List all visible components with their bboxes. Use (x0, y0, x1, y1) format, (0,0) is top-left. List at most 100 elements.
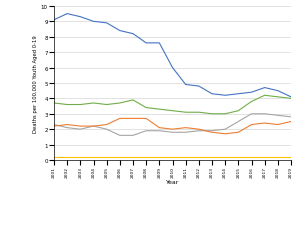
All firearm (52, 102, 56, 105)
MVC (158, 42, 161, 45)
Unintentional (250, 156, 253, 159)
MVC (224, 95, 227, 97)
MVC (171, 67, 174, 70)
Unintentional (144, 156, 148, 159)
Unintentional (263, 156, 266, 159)
MVC (92, 21, 95, 24)
Suicide (92, 125, 95, 128)
Homicide (92, 125, 95, 128)
Line: MVC: MVC (54, 14, 291, 97)
Homicide (171, 128, 174, 131)
Suicide (65, 127, 69, 129)
All firearm (210, 113, 214, 116)
Suicide (224, 128, 227, 131)
Line: Suicide: Suicide (54, 114, 291, 136)
Suicide (105, 128, 109, 131)
All firearm (118, 102, 122, 105)
Unintentional (118, 156, 122, 159)
Unintentional (79, 156, 82, 159)
MVC (52, 19, 56, 22)
Suicide (289, 116, 293, 119)
Homicide (236, 131, 240, 134)
Homicide (210, 131, 214, 134)
All firearm (131, 99, 135, 102)
Suicide (197, 130, 201, 133)
All firearm (184, 111, 188, 114)
MVC (210, 93, 214, 96)
MVC (289, 96, 293, 99)
Unintentional (276, 156, 280, 159)
MVC (105, 22, 109, 25)
Homicide (197, 128, 201, 131)
Unintentional (131, 156, 135, 159)
MVC (263, 87, 266, 90)
All firearm (105, 104, 109, 106)
MVC (65, 13, 69, 16)
All firearm (250, 101, 253, 103)
Suicide (276, 114, 280, 117)
All firearm (171, 110, 174, 113)
All firearm (92, 102, 95, 105)
Homicide (65, 124, 69, 126)
Homicide (263, 122, 266, 125)
Homicide (79, 125, 82, 128)
Homicide (184, 127, 188, 129)
Suicide (236, 120, 240, 123)
Unintentional (105, 156, 109, 159)
Suicide (144, 130, 148, 133)
Unintentional (289, 156, 293, 159)
Unintentional (171, 156, 174, 159)
Suicide (52, 124, 56, 126)
Homicide (276, 124, 280, 126)
Homicide (289, 120, 293, 123)
All firearm (263, 95, 266, 97)
MVC (250, 91, 253, 94)
Suicide (263, 113, 266, 116)
Suicide (118, 134, 122, 137)
Suicide (79, 128, 82, 131)
Unintentional (92, 156, 95, 159)
MVC (184, 84, 188, 87)
Homicide (105, 124, 109, 126)
Homicide (118, 117, 122, 120)
Line: Homicide: Homicide (54, 119, 291, 134)
Unintentional (158, 156, 161, 159)
Homicide (224, 133, 227, 136)
Unintentional (197, 156, 201, 159)
All firearm (65, 104, 69, 106)
Suicide (131, 134, 135, 137)
All firearm (289, 98, 293, 100)
MVC (118, 30, 122, 33)
Suicide (210, 130, 214, 133)
Suicide (158, 130, 161, 133)
Unintentional (236, 156, 240, 159)
MVC (144, 42, 148, 45)
MVC (236, 93, 240, 96)
X-axis label: Year: Year (166, 180, 179, 185)
Unintentional (52, 156, 56, 159)
Homicide (131, 117, 135, 120)
Suicide (184, 131, 188, 134)
Y-axis label: Deaths per 100,000 Youth Aged 0-19: Deaths per 100,000 Youth Aged 0-19 (33, 35, 38, 132)
Homicide (52, 125, 56, 128)
All firearm (236, 110, 240, 113)
All firearm (197, 111, 201, 114)
Homicide (158, 127, 161, 129)
All firearm (224, 113, 227, 116)
All firearm (144, 107, 148, 109)
All firearm (158, 108, 161, 111)
MVC (197, 85, 201, 88)
Unintentional (224, 156, 227, 159)
Unintentional (184, 156, 188, 159)
Homicide (250, 124, 253, 126)
MVC (79, 16, 82, 19)
MVC (276, 90, 280, 93)
Homicide (144, 117, 148, 120)
All firearm (276, 96, 280, 99)
Suicide (250, 113, 253, 116)
Line: All firearm: All firearm (54, 96, 291, 114)
Unintentional (210, 156, 214, 159)
MVC (131, 33, 135, 36)
All firearm (79, 104, 82, 106)
Suicide (171, 131, 174, 134)
